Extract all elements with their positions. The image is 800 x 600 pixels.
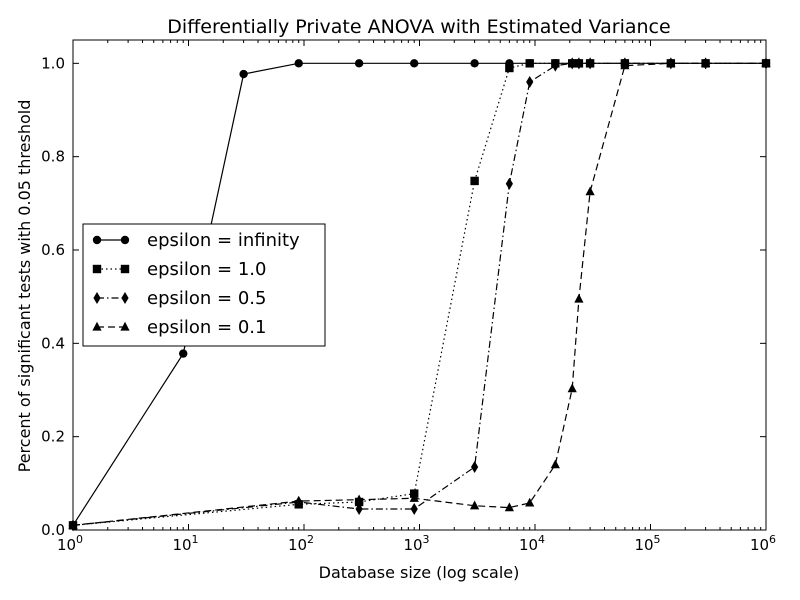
data-point (294, 495, 304, 505)
legend-marker (92, 235, 102, 245)
legend-marker (121, 292, 129, 304)
data-point (239, 69, 248, 79)
data-point (354, 494, 364, 504)
legend-entry-2: epsilon = 1.0 (92, 259, 266, 280)
legend-marker (120, 321, 130, 331)
x-tick-label: 104 (519, 533, 545, 554)
legend-entry-1: epsilon = infinity (92, 230, 300, 251)
data-point (294, 59, 303, 68)
x-tick-label: 105 (634, 533, 660, 554)
legend-label: epsilon = 1.0 (147, 259, 266, 280)
axes-layer: 100 101 102 103 104 105 106 0.0 0.2 0.4 0.6 0.8 1.0 (41, 40, 776, 554)
data-point (567, 383, 577, 393)
x-tick-label: 103 (403, 533, 429, 554)
data-point (620, 60, 630, 70)
legend: epsilon = infinity epsilon = 1.0 epsilon =… (82, 223, 326, 347)
legend-entry-3: epsilon = 0.5 (93, 288, 266, 309)
data-point (410, 59, 419, 68)
y-tick-label: 0.8 (41, 148, 65, 166)
legend-marker (120, 264, 130, 274)
legend-label: epsilon = infinity (147, 230, 300, 251)
legend-entry-4: epsilon = 0.1 (92, 317, 266, 338)
data-point (550, 459, 560, 469)
legend-marker (93, 292, 101, 304)
y-tick-label: 0.4 (41, 334, 65, 352)
legend-marker (120, 235, 130, 245)
data-point (586, 57, 594, 70)
data-point (525, 59, 534, 68)
data-point (354, 59, 364, 68)
data-point (409, 493, 419, 502)
data-point (525, 497, 535, 507)
x-tick-label: 106 (750, 533, 776, 554)
data-point (470, 59, 479, 68)
legend-marker (92, 321, 102, 331)
y-axis-title: Percent of significant tests with 0.05 t… (15, 100, 34, 473)
data-point (568, 57, 576, 70)
data-point (410, 503, 418, 515)
data-point (551, 59, 559, 72)
x-tick-label: 101 (172, 533, 198, 554)
data-point (526, 76, 534, 88)
legend-label: epsilon = 0.1 (147, 317, 266, 338)
data-point (575, 57, 583, 70)
data-point (470, 176, 479, 186)
data-point (701, 58, 711, 67)
data-point (470, 500, 480, 510)
series-line-3 (72, 62, 766, 526)
x-tick-label: 102 (288, 533, 314, 554)
y-tick-label: 0.6 (41, 241, 65, 259)
data-point (355, 503, 363, 515)
y-tick-label: 0.2 (41, 428, 65, 446)
chart-title: Differentially Private ANOVA with Estima… (167, 16, 670, 38)
data-point (574, 293, 584, 303)
y-tick-label: 0.0 (41, 521, 65, 539)
x-tick-label: 100 (57, 533, 83, 554)
data-point (504, 502, 514, 512)
legend-label: epsilon = 0.5 (147, 288, 266, 309)
data-point (666, 58, 676, 67)
data-point (505, 63, 514, 73)
x-axis-title: Database size (log scale) (319, 563, 520, 582)
legend-marker (92, 264, 102, 274)
data-point (585, 186, 595, 196)
data-point (505, 177, 513, 190)
y-tick-label: 1.0 (41, 54, 65, 72)
data-point (471, 461, 479, 473)
data-point (179, 349, 188, 358)
